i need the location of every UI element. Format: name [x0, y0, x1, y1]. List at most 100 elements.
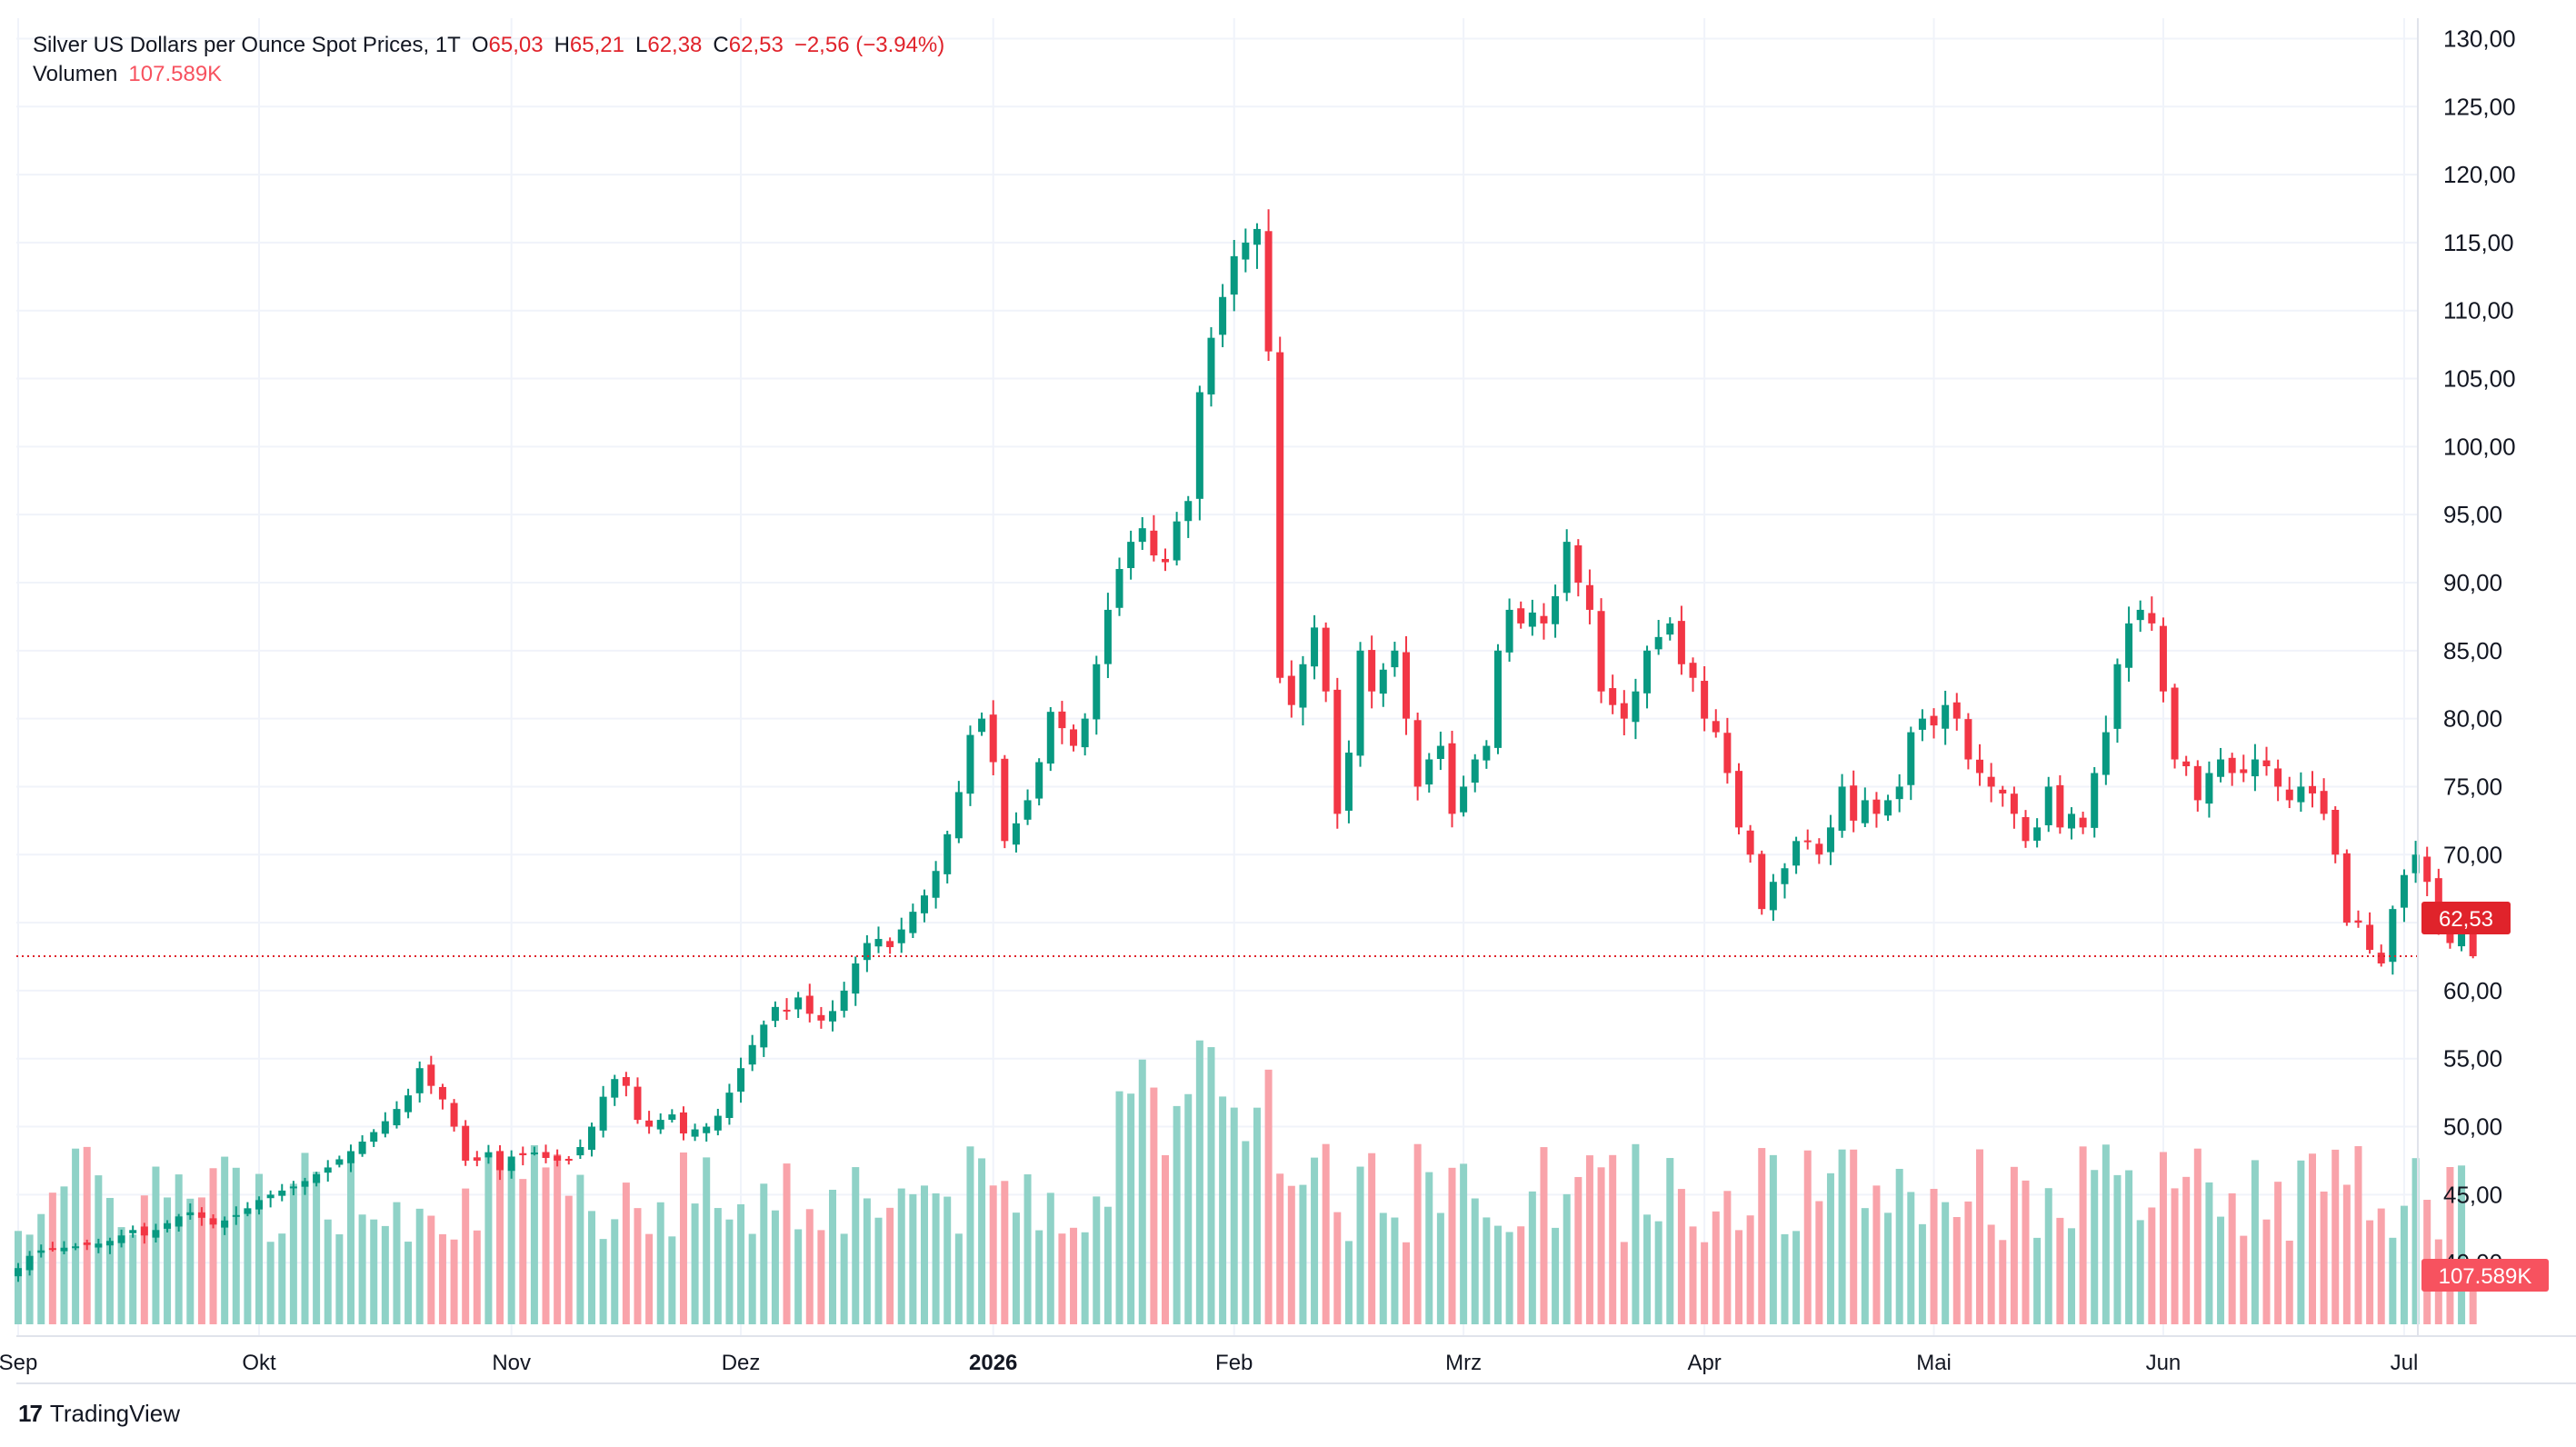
volume-bar [1999, 1240, 2007, 1324]
candle-body [1930, 715, 1938, 726]
time-tick-label: Nov [492, 1351, 531, 1375]
candle-body [1758, 853, 1766, 910]
volume-bar [679, 1152, 687, 1324]
candle-body [2182, 761, 2191, 767]
volume-bar [2251, 1160, 2259, 1324]
candle-body [1379, 669, 1387, 694]
volume-bar [255, 1173, 264, 1324]
volume-bar [186, 1198, 195, 1324]
candle-body [1769, 882, 1777, 911]
price-axis-labels[interactable]: 130,00 125,00 120,00 115,00 110,00 105,00 100,… [2443, 25, 2516, 1276]
volume-bar [1666, 1158, 1674, 1324]
volume-bar [2446, 1167, 2454, 1324]
last-value-badges: 62,53 107.589K [2421, 902, 2549, 1292]
candle-body [1505, 609, 1513, 653]
candle-body [1322, 627, 1330, 692]
candle-body [2389, 909, 2397, 963]
volume-bar [1872, 1185, 1881, 1324]
volume-bar [2056, 1217, 2064, 1324]
volume-bar [748, 1233, 756, 1324]
candle-body [1552, 595, 1560, 624]
candle-body [564, 1158, 573, 1161]
volume-bar [278, 1233, 286, 1324]
candlestick-series [15, 209, 2477, 1282]
candle-body [2091, 773, 2099, 828]
candle-body [1976, 759, 1984, 773]
candle-body [691, 1129, 699, 1137]
volume-bar [668, 1236, 676, 1324]
candle-body [2331, 810, 2340, 855]
volume-bar [427, 1215, 435, 1324]
candle-body [37, 1250, 45, 1253]
candle-body [840, 990, 848, 1012]
volume-bar [2377, 1208, 2385, 1324]
volume-bar [2331, 1149, 2340, 1324]
candle-body [1471, 759, 1479, 783]
candle-body [1918, 718, 1926, 730]
candle-body [221, 1220, 229, 1228]
candle-body [954, 792, 963, 839]
candle-body [1540, 615, 1548, 624]
candle-body [2469, 922, 2477, 957]
tradingview-branding[interactable]: 17 TradingView [18, 1400, 180, 1428]
volume-bar [2458, 1165, 2466, 1324]
volume-bar [760, 1183, 768, 1324]
candle-body [140, 1226, 148, 1236]
volume-bar [863, 1198, 871, 1324]
candle-body [484, 1152, 493, 1158]
volume-bar [2010, 1166, 2018, 1324]
volume-bar [1356, 1166, 1364, 1324]
volume-bar [105, 1197, 114, 1324]
volume-bar [1162, 1154, 1169, 1324]
candle-body [1264, 231, 1273, 352]
candle-body [1999, 789, 2007, 793]
close-value: 62,53 [728, 33, 784, 57]
volume-bar [313, 1172, 321, 1324]
candle-body [83, 1242, 91, 1245]
candle-body [393, 1109, 401, 1126]
volume-bar [1287, 1185, 1295, 1324]
candle-body [175, 1216, 183, 1227]
volume-bar [897, 1188, 905, 1324]
volume-bar [978, 1158, 986, 1324]
candle-body [1103, 609, 1112, 664]
symbol-title[interactable]: Silver US Dollars per Ounce Spot Prices,… [33, 33, 461, 57]
volume-bar [2182, 1176, 2191, 1324]
candle-body [1597, 611, 1605, 692]
candle-body [1368, 650, 1376, 692]
ohlc-row: Silver US Dollars per Ounce Spot Prices,… [33, 31, 944, 60]
candle-body [1907, 732, 1915, 785]
volume-bar [1436, 1212, 1444, 1324]
volume-bar [1138, 1059, 1146, 1324]
price-tick-label: 125,00 [2443, 93, 2516, 120]
candle-body [909, 912, 917, 933]
time-axis-labels[interactable]: Sep Okt Nov Dez 2026 Feb Mrz Apr Mai Jun Jul [0, 1351, 2418, 1375]
candle-body [1483, 745, 1491, 761]
candle-body [266, 1194, 275, 1199]
volume-label[interactable]: Volumen [33, 62, 118, 86]
candle-body [1712, 721, 1720, 733]
candle-body [1493, 650, 1502, 748]
candle-body [2297, 786, 2305, 803]
candle-body [209, 1218, 217, 1225]
candle-body [1046, 712, 1054, 764]
volume-bar [48, 1193, 56, 1324]
chart-legend: Silver US Dollars per Ounce Spot Prices,… [33, 31, 944, 89]
volume-bar [1850, 1149, 1858, 1324]
volume-bar [519, 1179, 527, 1324]
volume-bar [370, 1219, 378, 1324]
candle-body [1012, 823, 1020, 845]
candle-body [519, 1153, 527, 1155]
volume-bar [2193, 1148, 2202, 1324]
candle-body [1138, 528, 1146, 543]
last-volume-badge [2421, 1259, 2549, 1292]
candle-body [886, 941, 894, 948]
volume-bar [1448, 1167, 1456, 1324]
candle-body [1517, 608, 1525, 624]
candle-body [1838, 786, 1846, 831]
volume-bar [72, 1148, 80, 1324]
volume-bar [2240, 1235, 2248, 1324]
volume-bar [1689, 1226, 1697, 1324]
candle-body [656, 1120, 664, 1130]
